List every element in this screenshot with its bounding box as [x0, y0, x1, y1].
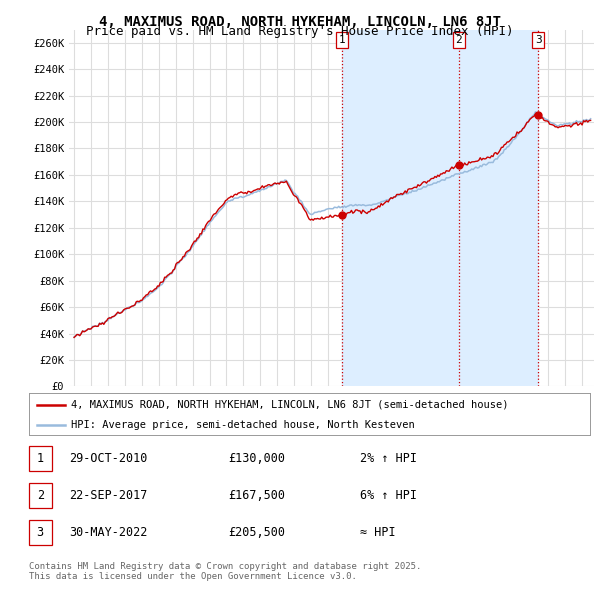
Text: Contains HM Land Registry data © Crown copyright and database right 2025.
This d: Contains HM Land Registry data © Crown c…	[29, 562, 421, 581]
Text: £167,500: £167,500	[228, 489, 285, 502]
Text: £205,500: £205,500	[228, 526, 285, 539]
Text: £130,000: £130,000	[228, 451, 285, 465]
Text: 3: 3	[37, 526, 44, 539]
Text: ≈ HPI: ≈ HPI	[360, 526, 395, 539]
Text: 1: 1	[339, 35, 346, 45]
Text: 2: 2	[455, 35, 462, 45]
Bar	[342, 30, 538, 386]
Text: Price paid vs. HM Land Registry's House Price Index (HPI): Price paid vs. HM Land Registry's House …	[86, 25, 514, 38]
Text: 4, MAXIMUS ROAD, NORTH HYKEHAM, LINCOLN, LN6 8JT (semi-detached house): 4, MAXIMUS ROAD, NORTH HYKEHAM, LINCOLN,…	[71, 400, 508, 410]
Text: 3: 3	[535, 35, 542, 45]
Text: 29-OCT-2010: 29-OCT-2010	[69, 451, 148, 465]
Text: 30-MAY-2022: 30-MAY-2022	[69, 526, 148, 539]
Text: HPI: Average price, semi-detached house, North Kesteven: HPI: Average price, semi-detached house,…	[71, 420, 415, 430]
Text: 2% ↑ HPI: 2% ↑ HPI	[360, 451, 417, 465]
Text: 1: 1	[37, 451, 44, 465]
Text: 4, MAXIMUS ROAD, NORTH HYKEHAM, LINCOLN, LN6 8JT: 4, MAXIMUS ROAD, NORTH HYKEHAM, LINCOLN,…	[99, 15, 501, 30]
Text: 2: 2	[37, 489, 44, 502]
Text: 6% ↑ HPI: 6% ↑ HPI	[360, 489, 417, 502]
Text: 22-SEP-2017: 22-SEP-2017	[69, 489, 148, 502]
